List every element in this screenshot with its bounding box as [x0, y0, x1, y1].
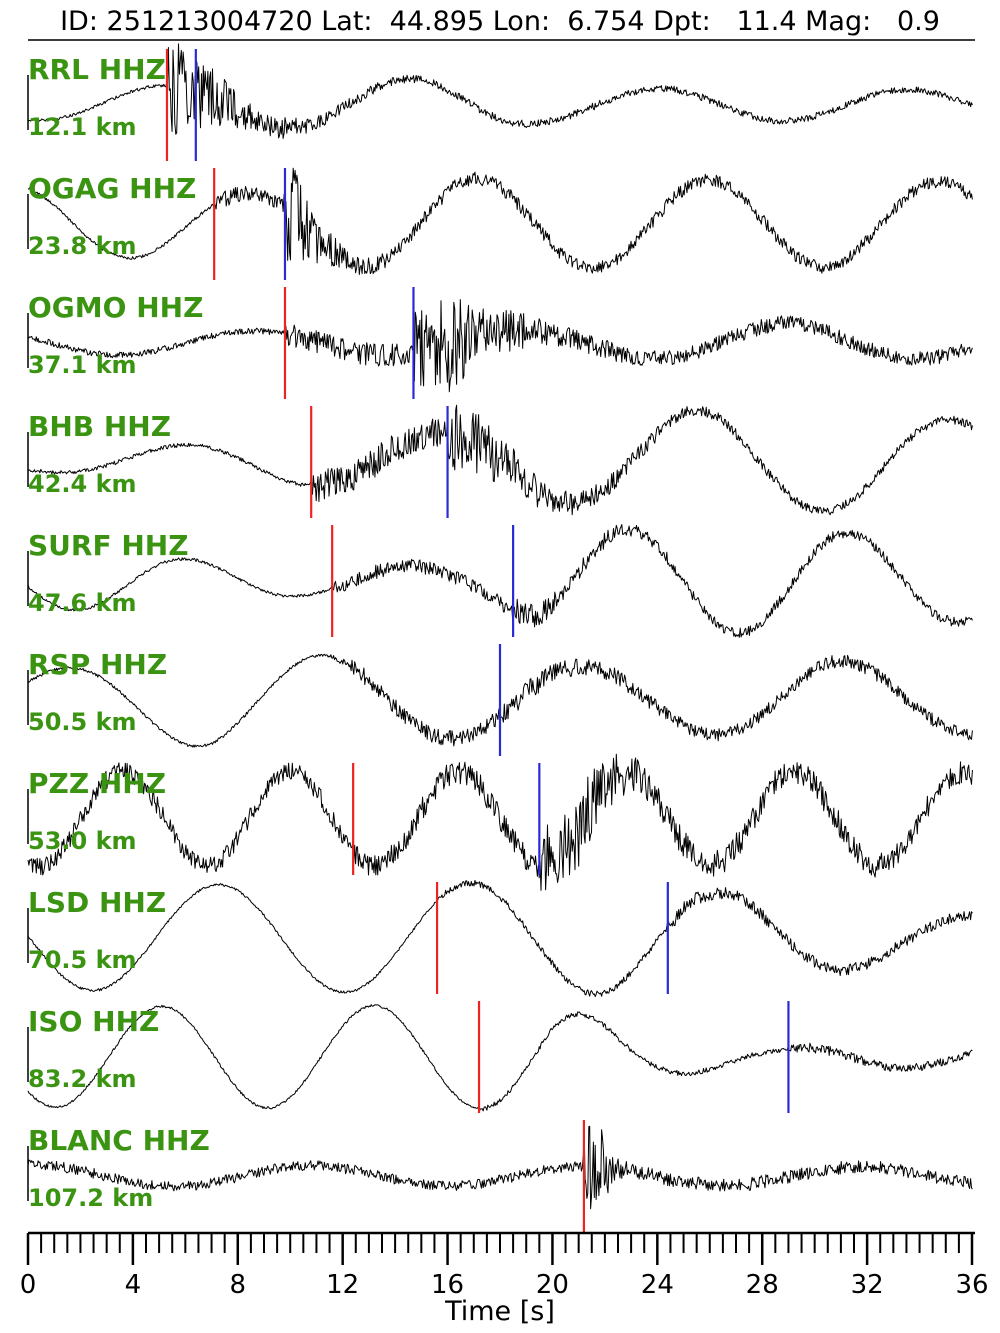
station-label-bhb: BHB HHZ — [28, 410, 172, 443]
x-tick-label: 8 — [230, 1270, 247, 1300]
station-label-lsd: LSD HHZ — [28, 886, 167, 919]
station-label-iso: ISO HHZ — [28, 1005, 160, 1038]
trace-iso-hhz — [27, 1004, 973, 1112]
distance-label-surf: 47.6 km — [28, 589, 137, 617]
trace-rrl-hhz — [27, 43, 973, 139]
x-axis-label: Time [s] — [445, 1296, 555, 1327]
station-label-blanc: BLANC HHZ — [28, 1124, 210, 1157]
station-label-pzz: PZZ HHZ — [28, 767, 167, 800]
distance-label-ogag: 23.8 km — [28, 232, 137, 260]
x-tick-label: 12 — [326, 1270, 359, 1300]
trace-surf-hhz — [27, 524, 973, 638]
x-tick-label: 24 — [641, 1270, 674, 1300]
x-tick-label: 4 — [125, 1270, 142, 1300]
trace-pzz-hhz — [27, 753, 973, 891]
x-tick-label: 28 — [746, 1270, 779, 1300]
trace-ogmo-hhz — [27, 299, 973, 393]
figure-title: ID: 251213004720 Lat: 44.895 Lon: 6.754 … — [60, 6, 940, 37]
distance-label-rrl: 12.1 km — [28, 113, 137, 141]
distance-label-pzz: 53.0 km — [28, 827, 137, 855]
station-label-rsp: RSP HHZ — [28, 648, 168, 681]
distance-label-ogmo: 37.1 km — [28, 351, 137, 379]
station-label-ogag: OGAG HHZ — [28, 172, 197, 205]
title-divider — [28, 39, 975, 41]
x-tick-label: 20 — [536, 1270, 569, 1300]
distance-label-iso: 83.2 km — [28, 1065, 137, 1093]
x-tick-label: 16 — [431, 1270, 464, 1300]
station-label-rrl: RRL HHZ — [28, 53, 166, 86]
x-tick-label: 32 — [851, 1270, 884, 1300]
trace-bhb-hhz — [27, 404, 973, 516]
station-label-ogmo: OGMO HHZ — [28, 291, 204, 324]
distance-label-blanc: 107.2 km — [28, 1184, 154, 1212]
distance-label-rsp: 50.5 km — [28, 708, 137, 736]
x-tick-label: 0 — [20, 1270, 37, 1300]
distance-label-lsd: 70.5 km — [28, 946, 137, 974]
trace-blanc-hhz — [27, 1125, 973, 1210]
distance-label-bhb: 42.4 km — [28, 470, 137, 498]
station-label-surf: SURF HHZ — [28, 529, 189, 562]
x-tick-label: 36 — [955, 1270, 988, 1300]
trace-ogag-hhz — [27, 167, 973, 275]
trace-lsd-hhz — [27, 879, 973, 997]
